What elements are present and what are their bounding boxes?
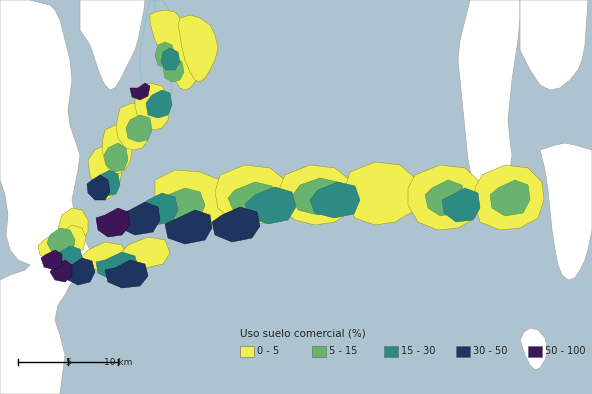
Bar: [384, 346, 398, 357]
Polygon shape: [50, 260, 72, 282]
Polygon shape: [47, 228, 75, 256]
Polygon shape: [140, 193, 178, 225]
Polygon shape: [96, 252, 138, 280]
Polygon shape: [162, 188, 205, 222]
Polygon shape: [105, 260, 148, 288]
Polygon shape: [442, 188, 480, 222]
Polygon shape: [212, 207, 260, 242]
Text: 5: 5: [65, 358, 71, 367]
Polygon shape: [82, 242, 128, 272]
Polygon shape: [96, 208, 130, 237]
Polygon shape: [87, 175, 110, 200]
Polygon shape: [520, 0, 588, 90]
Polygon shape: [458, 0, 520, 210]
Polygon shape: [0, 0, 90, 394]
Bar: [240, 346, 254, 357]
Polygon shape: [245, 187, 296, 224]
Polygon shape: [58, 225, 86, 253]
Polygon shape: [278, 165, 355, 225]
Polygon shape: [540, 143, 592, 280]
Polygon shape: [155, 42, 175, 68]
Text: 30 - 50: 30 - 50: [473, 346, 507, 357]
Polygon shape: [102, 125, 132, 174]
Polygon shape: [165, 210, 212, 244]
Polygon shape: [346, 162, 418, 225]
Polygon shape: [520, 328, 548, 370]
Polygon shape: [130, 83, 150, 100]
Polygon shape: [41, 250, 62, 270]
Polygon shape: [163, 58, 184, 82]
Polygon shape: [292, 178, 344, 215]
Text: 15 - 30: 15 - 30: [401, 346, 435, 357]
Polygon shape: [104, 143, 128, 172]
Polygon shape: [161, 48, 180, 70]
Polygon shape: [135, 83, 170, 130]
Bar: [528, 346, 542, 357]
Polygon shape: [116, 103, 150, 150]
Polygon shape: [96, 170, 120, 196]
Polygon shape: [155, 170, 230, 230]
Polygon shape: [56, 246, 83, 272]
Polygon shape: [88, 145, 122, 200]
Polygon shape: [126, 115, 152, 142]
Polygon shape: [58, 208, 88, 242]
Text: 10 km: 10 km: [104, 358, 132, 367]
Polygon shape: [118, 202, 160, 235]
Polygon shape: [215, 165, 290, 225]
Polygon shape: [228, 182, 278, 218]
Polygon shape: [80, 0, 145, 90]
Polygon shape: [66, 258, 95, 285]
Polygon shape: [155, 0, 188, 82]
Polygon shape: [310, 182, 360, 218]
Polygon shape: [150, 10, 200, 90]
Polygon shape: [0, 255, 592, 394]
Polygon shape: [38, 234, 65, 260]
Polygon shape: [425, 180, 465, 216]
Bar: [312, 346, 326, 357]
Polygon shape: [146, 90, 172, 118]
Polygon shape: [122, 237, 170, 268]
Polygon shape: [140, 0, 172, 108]
Polygon shape: [490, 180, 530, 216]
Polygon shape: [408, 165, 482, 230]
Text: 0 - 5: 0 - 5: [257, 346, 279, 357]
Polygon shape: [178, 15, 218, 82]
Text: Uso suelo comercial (%): Uso suelo comercial (%): [240, 328, 366, 338]
Text: 5 - 15: 5 - 15: [329, 346, 358, 357]
Polygon shape: [475, 165, 544, 230]
Text: 50 - 100: 50 - 100: [545, 346, 585, 357]
Bar: [456, 346, 470, 357]
